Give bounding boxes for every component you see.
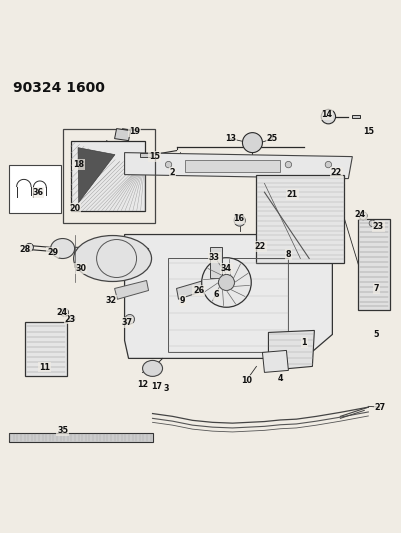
- Bar: [257, 175, 344, 263]
- Circle shape: [202, 258, 251, 307]
- Text: 33: 33: [209, 253, 220, 262]
- Text: 35: 35: [57, 426, 68, 435]
- Polygon shape: [78, 148, 115, 203]
- Text: 26: 26: [193, 286, 204, 295]
- Circle shape: [321, 109, 336, 124]
- Ellipse shape: [51, 239, 75, 259]
- Text: 24: 24: [56, 309, 67, 317]
- Polygon shape: [262, 350, 288, 373]
- Circle shape: [69, 315, 75, 321]
- Circle shape: [205, 161, 212, 168]
- Polygon shape: [115, 280, 148, 299]
- Text: 2: 2: [170, 168, 175, 177]
- Text: 8: 8: [286, 250, 291, 259]
- Text: 20: 20: [69, 204, 80, 213]
- Text: 15: 15: [149, 152, 160, 161]
- Circle shape: [243, 133, 262, 152]
- Bar: [211, 247, 223, 278]
- Ellipse shape: [74, 236, 152, 281]
- Circle shape: [234, 215, 245, 226]
- Bar: [358, 219, 390, 310]
- Circle shape: [285, 161, 292, 168]
- Text: 17: 17: [151, 382, 162, 391]
- Text: 27: 27: [375, 402, 386, 411]
- Polygon shape: [176, 280, 205, 299]
- Text: 36: 36: [32, 188, 43, 197]
- Bar: [71, 141, 144, 211]
- Polygon shape: [75, 247, 148, 267]
- Circle shape: [61, 309, 69, 317]
- Text: 29: 29: [47, 248, 58, 257]
- Text: 16: 16: [233, 214, 244, 223]
- Text: 24: 24: [355, 210, 366, 219]
- Text: 12: 12: [137, 380, 148, 389]
- Circle shape: [165, 161, 172, 168]
- Polygon shape: [125, 152, 352, 179]
- Circle shape: [26, 244, 33, 252]
- Text: 28: 28: [20, 245, 31, 254]
- Bar: [352, 115, 360, 118]
- Circle shape: [219, 274, 235, 290]
- Bar: [9, 165, 61, 213]
- Text: 13: 13: [225, 134, 236, 143]
- Circle shape: [325, 161, 332, 168]
- Bar: [140, 152, 151, 157]
- Bar: [184, 160, 280, 172]
- Text: 21: 21: [287, 190, 298, 199]
- Text: 4: 4: [277, 374, 283, 383]
- Polygon shape: [115, 128, 131, 141]
- Text: 3: 3: [164, 384, 169, 393]
- Text: 19: 19: [129, 127, 140, 136]
- Text: 22: 22: [255, 242, 266, 251]
- Text: 34: 34: [221, 264, 232, 273]
- Bar: [25, 322, 67, 376]
- Polygon shape: [268, 330, 314, 370]
- Text: 37: 37: [121, 318, 132, 327]
- Text: 9: 9: [180, 296, 185, 305]
- Text: 14: 14: [321, 110, 332, 119]
- Bar: [63, 128, 154, 223]
- Text: 6: 6: [214, 290, 219, 299]
- Text: 32: 32: [105, 296, 116, 305]
- Text: 30: 30: [75, 264, 86, 273]
- Text: 1: 1: [302, 338, 307, 347]
- Text: 10: 10: [241, 376, 252, 385]
- Ellipse shape: [143, 360, 162, 376]
- Text: 11: 11: [39, 362, 50, 372]
- Circle shape: [245, 161, 252, 168]
- Text: 18: 18: [73, 160, 84, 169]
- Text: 25: 25: [267, 134, 278, 143]
- Bar: [9, 433, 152, 441]
- Circle shape: [369, 220, 375, 227]
- Text: 23: 23: [373, 222, 384, 231]
- Circle shape: [359, 212, 367, 220]
- Text: 23: 23: [64, 315, 75, 324]
- Text: 7: 7: [374, 284, 379, 293]
- Polygon shape: [125, 235, 332, 358]
- Text: 90324 1600: 90324 1600: [13, 80, 105, 95]
- Text: 15: 15: [363, 127, 374, 136]
- Text: 22: 22: [331, 168, 342, 177]
- Text: 5: 5: [374, 330, 379, 339]
- Circle shape: [125, 314, 135, 324]
